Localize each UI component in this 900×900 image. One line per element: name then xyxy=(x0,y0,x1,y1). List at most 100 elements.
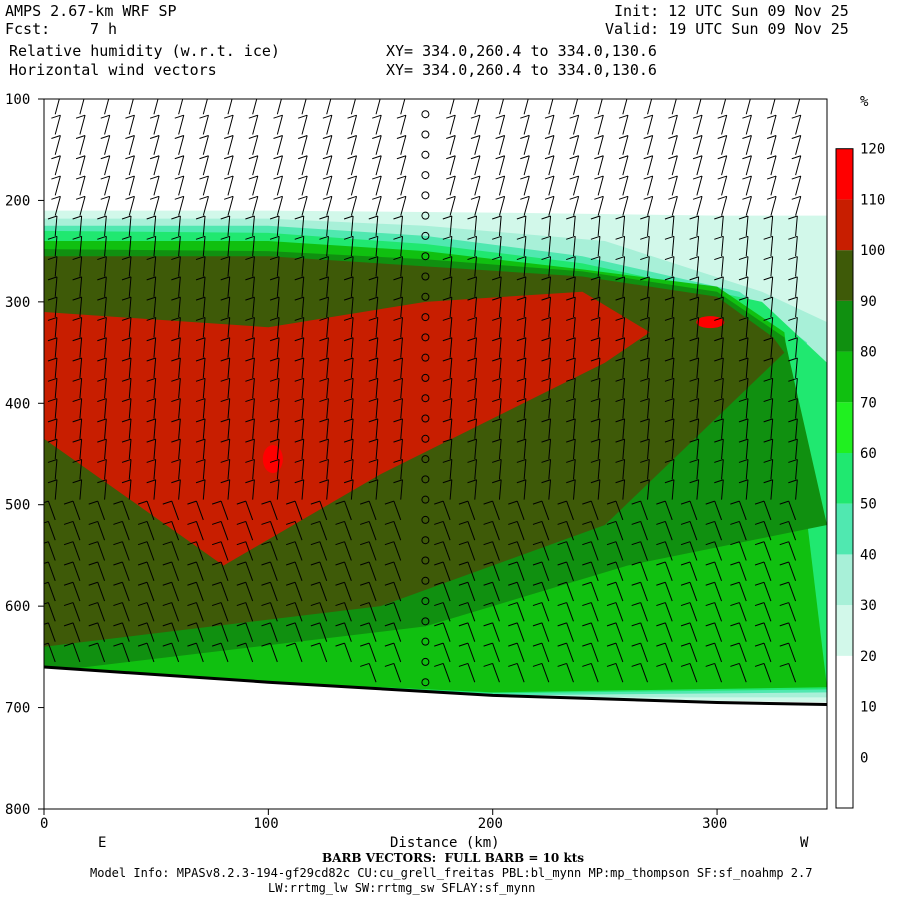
wind-barb-flag xyxy=(742,95,751,98)
wind-barb xyxy=(128,439,132,460)
wind-barb xyxy=(721,439,724,460)
wind-barb xyxy=(178,459,181,480)
wind-barb xyxy=(227,135,234,155)
wind-barb xyxy=(54,196,61,216)
wind-barb xyxy=(745,256,749,277)
wind-barb-flag xyxy=(779,622,789,627)
wind-barb xyxy=(350,459,354,480)
wind-barb xyxy=(344,622,352,642)
wind-barb xyxy=(178,215,181,236)
wind-barb-flag xyxy=(368,418,378,423)
wind-barb-flag xyxy=(97,418,107,423)
wind-barb-flag xyxy=(788,398,798,403)
wind-barb xyxy=(566,642,574,663)
wind-barb xyxy=(227,196,234,216)
wind-barb xyxy=(721,175,728,196)
wind-barb-flag xyxy=(788,316,798,321)
wind-barb-flag xyxy=(322,155,333,160)
wind-barb-flag xyxy=(97,377,107,382)
wind-barb xyxy=(449,236,453,257)
wind-barb xyxy=(795,459,798,480)
wind-barb xyxy=(590,561,599,581)
wind-barb-flag xyxy=(286,520,296,525)
wind-barb xyxy=(276,398,280,419)
wind-barb xyxy=(590,541,599,561)
wind-barb-flag xyxy=(269,438,280,443)
wind-barb-flag xyxy=(640,316,650,321)
wind-barb-flag xyxy=(532,581,543,586)
wind-barb xyxy=(220,561,229,581)
wind-barb xyxy=(121,622,130,642)
wind-barb xyxy=(368,500,377,521)
wind-barb-flag xyxy=(347,134,357,139)
wind-barb-flag xyxy=(97,458,107,463)
wind-barb-flag xyxy=(640,337,650,342)
wind-barb-flag xyxy=(269,235,280,240)
wind-barb xyxy=(770,337,774,358)
wind-barb-flag xyxy=(319,458,329,463)
wind-barb-flag xyxy=(174,175,184,180)
wind-barb xyxy=(153,418,157,439)
x-axis: 0 100 200 300 xyxy=(40,809,727,832)
wind-barb xyxy=(227,378,231,399)
wind-barb xyxy=(541,500,550,521)
wind-barb-flag xyxy=(492,316,502,321)
y-tick-label: 800 xyxy=(5,802,30,818)
wind-barb xyxy=(541,561,550,581)
wind-barb-flag xyxy=(245,316,255,321)
wind-barb-flag xyxy=(347,195,357,200)
wind-barb xyxy=(153,256,157,277)
wind-barb-flag xyxy=(656,622,666,627)
wind-barb-flag xyxy=(446,114,456,119)
wind-barb-flag xyxy=(742,134,752,139)
wind-barb-flag xyxy=(541,377,551,382)
wind-barb-flag xyxy=(680,561,691,566)
wind-barb xyxy=(202,439,206,460)
wind-barb xyxy=(721,317,724,338)
wind-barb-flag xyxy=(763,418,773,423)
wind-barb xyxy=(171,582,180,602)
wind-barb xyxy=(128,479,132,500)
wind-barb-flag xyxy=(643,134,653,139)
wind-barb xyxy=(227,398,231,419)
wind-barb-flag xyxy=(788,337,798,342)
wind-barb xyxy=(97,500,106,521)
wind-barb xyxy=(252,155,259,176)
wind-barb xyxy=(276,317,280,338)
wind-barb xyxy=(449,439,453,460)
wind-barb-flag xyxy=(368,316,378,321)
wind-barb xyxy=(492,582,500,602)
wind-barb-flag xyxy=(656,561,666,566)
wind-barb-flag xyxy=(236,642,246,647)
wind-barb-flag xyxy=(582,602,592,607)
wind-barb xyxy=(368,602,377,622)
wind-barb xyxy=(276,337,280,358)
wind-barb xyxy=(516,521,525,541)
wind-barb-flag xyxy=(187,642,197,647)
wind-barb-flag xyxy=(63,561,74,566)
wind-barb-flag xyxy=(298,95,307,98)
wind-barb xyxy=(202,459,206,480)
wind-barb xyxy=(590,521,599,541)
wind-barb xyxy=(449,297,453,318)
wind-barb xyxy=(689,663,698,683)
wind-barb-flag xyxy=(146,438,156,443)
colorbar-label: 90 xyxy=(860,294,877,310)
wind-barb xyxy=(474,317,478,338)
wind-barb xyxy=(449,357,453,378)
wind-barb-flag xyxy=(273,114,283,119)
wind-barb xyxy=(442,561,451,581)
wind-barb-flag xyxy=(236,602,246,607)
wind-barb xyxy=(146,642,155,663)
wind-barb-flag xyxy=(121,418,132,423)
wind-barb-flag xyxy=(594,195,604,200)
wind-barb xyxy=(220,521,229,541)
wind-barb-flag xyxy=(467,276,477,281)
wind-barb xyxy=(647,175,654,196)
calm-wind-marker xyxy=(421,191,430,200)
wind-barb-flag xyxy=(470,195,481,200)
wind-barb xyxy=(128,459,132,480)
wind-barb xyxy=(647,337,650,358)
wind-barb xyxy=(474,479,478,500)
wind-barb-flag xyxy=(384,602,395,607)
